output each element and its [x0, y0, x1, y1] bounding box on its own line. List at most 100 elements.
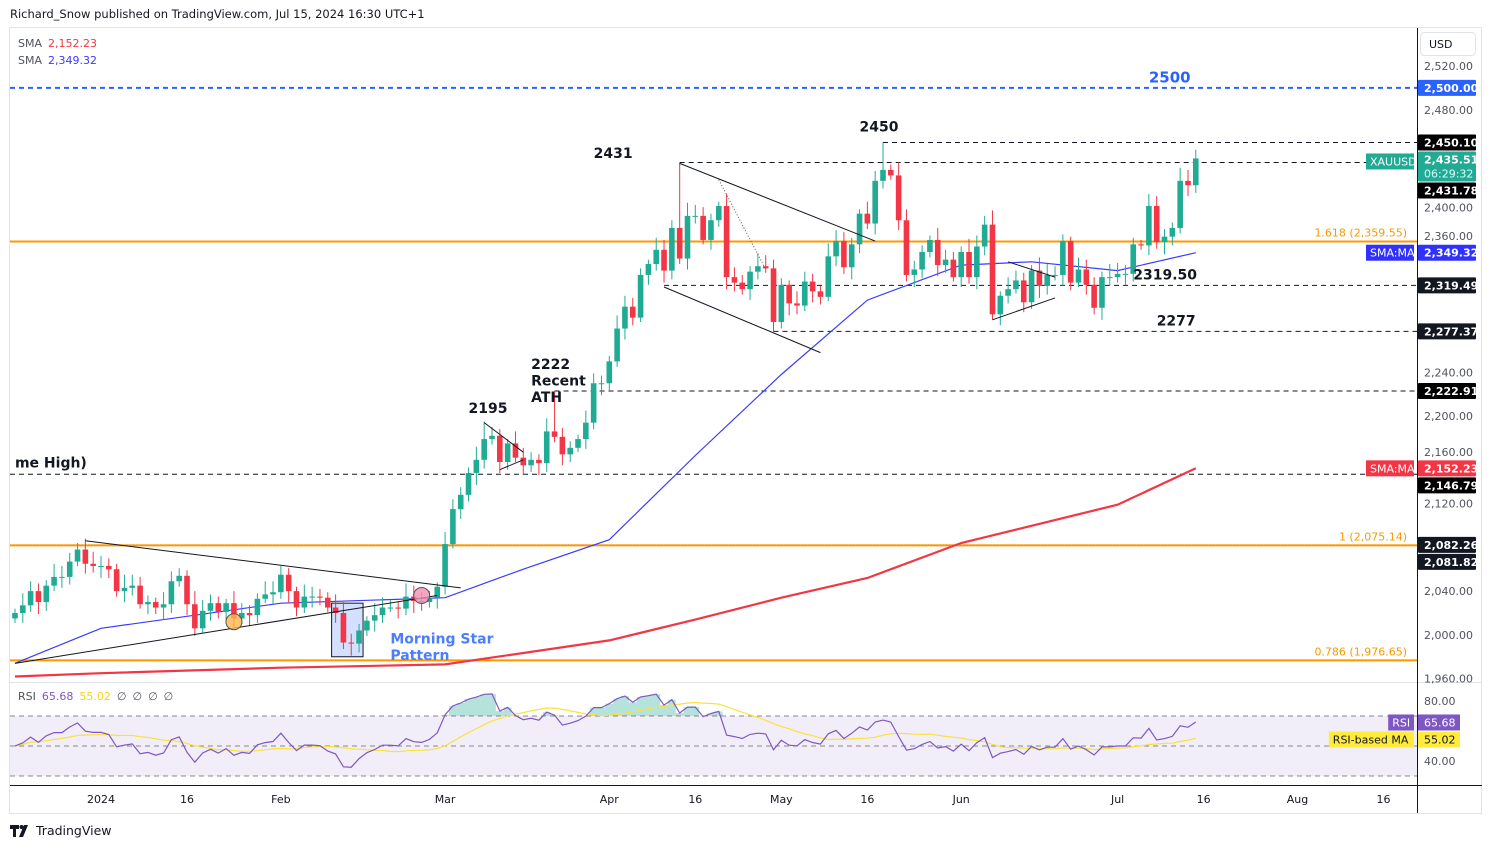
candle[interactable] — [1106, 264, 1113, 286]
candle[interactable] — [755, 253, 761, 280]
candle[interactable] — [113, 563, 120, 597]
candle[interactable] — [207, 594, 214, 621]
candle[interactable] — [379, 597, 386, 623]
candle[interactable] — [567, 441, 573, 463]
candle[interactable] — [731, 267, 738, 292]
trendline[interactable] — [499, 459, 524, 471]
candle[interactable] — [199, 599, 206, 633]
candle[interactable] — [802, 271, 808, 312]
candle[interactable] — [841, 232, 847, 274]
candle[interactable] — [762, 255, 769, 273]
candle[interactable] — [121, 574, 128, 603]
candle[interactable] — [129, 574, 136, 596]
candle[interactable] — [278, 565, 284, 599]
candle[interactable] — [676, 162, 683, 265]
candle[interactable] — [215, 596, 222, 619]
candle[interactable] — [1169, 222, 1176, 246]
rsi-pane[interactable] — [10, 693, 1417, 777]
candle[interactable] — [950, 251, 957, 282]
candle[interactable] — [1036, 257, 1043, 298]
candle[interactable] — [395, 602, 401, 619]
candle[interactable] — [958, 246, 964, 287]
candle[interactable] — [715, 201, 722, 227]
candle[interactable] — [1091, 277, 1097, 315]
candle[interactable] — [1146, 193, 1152, 256]
candle[interactable] — [1075, 257, 1082, 287]
rsi-axis-tag[interactable]: 65.68 RSI — [1388, 714, 1460, 731]
candle[interactable] — [293, 586, 300, 617]
candle[interactable] — [184, 570, 190, 616]
candle[interactable] — [692, 204, 699, 224]
candle[interactable] — [35, 583, 42, 615]
candle[interactable] — [1013, 270, 1019, 294]
candle[interactable] — [629, 297, 636, 326]
price-axis-tag[interactable]: 2,319.49 — [1418, 277, 1478, 294]
trendline[interactable] — [14, 595, 438, 664]
candle[interactable] — [590, 373, 597, 430]
candle[interactable] — [497, 429, 503, 473]
candle[interactable] — [254, 593, 261, 623]
candle[interactable] — [927, 235, 933, 258]
candle[interactable] — [934, 227, 941, 277]
candle[interactable] — [1177, 167, 1183, 234]
candle[interactable] — [450, 499, 456, 549]
candle[interactable] — [669, 220, 675, 280]
candle[interactable] — [747, 266, 753, 301]
candle[interactable] — [528, 452, 534, 472]
highlight-circle-marker[interactable] — [413, 586, 431, 604]
candle[interactable] — [653, 237, 660, 271]
candle[interactable] — [20, 593, 26, 623]
candle[interactable] — [551, 391, 558, 443]
candle[interactable] — [59, 565, 65, 588]
candle[interactable] — [825, 243, 832, 302]
candle[interactable] — [262, 581, 269, 604]
price-axis-tag[interactable]: 2,081.82 — [1418, 553, 1478, 570]
candle[interactable] — [1193, 149, 1199, 193]
candle[interactable] — [152, 597, 159, 615]
price-axis-tag[interactable]: 2,349.32 SMA:MA — [1366, 244, 1478, 261]
candle[interactable] — [684, 202, 691, 270]
candle[interactable] — [168, 571, 175, 613]
candle[interactable] — [1161, 229, 1168, 255]
candle[interactable] — [637, 268, 644, 322]
candle[interactable] — [457, 487, 464, 519]
candle[interactable] — [614, 315, 620, 367]
candle[interactable] — [27, 581, 34, 612]
candle[interactable] — [1083, 259, 1090, 295]
price-axis-tag[interactable]: 2,146.79 — [1418, 477, 1478, 494]
price-axis-tag[interactable]: 2,450.10 — [1418, 134, 1479, 151]
candle[interactable] — [309, 586, 315, 608]
annotation-text[interactable]: ATH — [531, 390, 562, 406]
candle[interactable] — [403, 583, 409, 616]
candle[interactable] — [160, 592, 167, 620]
candle[interactable] — [974, 235, 980, 290]
candle[interactable] — [598, 375, 605, 396]
candle[interactable] — [700, 207, 706, 245]
annotation-text[interactable]: 2319.50 — [1133, 267, 1197, 283]
candle[interactable] — [137, 576, 143, 609]
candle[interactable] — [340, 602, 347, 650]
rsi-legend[interactable]: RSI 65.68 55.02 ∅ ∅ ∅ ∅ — [18, 690, 174, 703]
price-pane[interactable]: 1.618 (2,359.55) 1 (2,075.14) 0.786 (1,976… — [10, 68, 1417, 678]
candle[interactable] — [285, 568, 292, 604]
candle[interactable] — [348, 633, 355, 656]
price-axis-tag[interactable]: 2,082.26 — [1418, 536, 1479, 553]
price-axis-tag[interactable]: 2,431.78 — [1418, 182, 1478, 199]
trendline[interactable] — [992, 297, 1056, 321]
candle[interactable] — [387, 599, 394, 612]
candle[interactable] — [364, 616, 370, 636]
candle[interactable] — [1052, 266, 1058, 281]
candle[interactable] — [473, 446, 480, 486]
annotation-text[interactable]: 2500 — [1149, 68, 1191, 86]
candle[interactable] — [371, 603, 378, 632]
candle[interactable] — [176, 568, 182, 587]
candle[interactable] — [192, 591, 198, 636]
trendline[interactable] — [718, 179, 767, 270]
candle[interactable] — [708, 213, 714, 250]
annotation-text[interactable]: 2222 — [531, 357, 570, 373]
candle[interactable] — [1044, 264, 1051, 295]
candle[interactable] — [606, 355, 613, 393]
annotation-text[interactable]: 2431 — [594, 146, 633, 162]
